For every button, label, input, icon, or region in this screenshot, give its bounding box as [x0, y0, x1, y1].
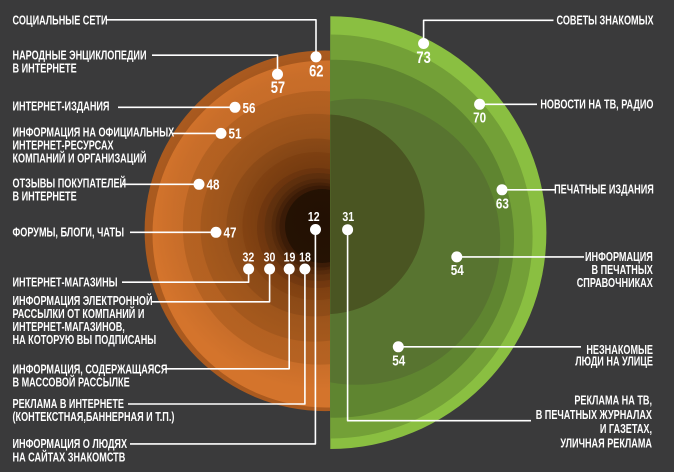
svg-text:И ГАЗЕТАХ,: И ГАЗЕТАХ, — [600, 423, 652, 437]
svg-text:НА САЙТАХ ЗНАКОМСТВ: НА САЙТАХ ЗНАКОМСТВ — [13, 450, 126, 465]
svg-text:НЕЗНАКОМЫЕ: НЕЗНАКОМЫЕ — [586, 344, 653, 358]
svg-text:В ПЕЧАТНЫХ ЖУРНАЛАХ: В ПЕЧАТНЫХ ЖУРНАЛАХ — [536, 408, 653, 422]
svg-text:70: 70 — [473, 109, 486, 126]
svg-text:ИНТЕРНЕТ-ИЗДАНИЯ: ИНТЕРНЕТ-ИЗДАНИЯ — [13, 100, 110, 114]
svg-text:18: 18 — [299, 250, 311, 265]
svg-text:ПЕЧАТНЫЕ ИЗДАНИЯ: ПЕЧАТНЫЕ ИЗДАНИЯ — [554, 183, 654, 197]
svg-text:ЛЮДИ НА УЛИЦЕ: ЛЮДИ НА УЛИЦЕ — [575, 355, 653, 369]
svg-text:НАРОДНЫЕ ЭНЦИКЛОПЕДИИ: НАРОДНЫЕ ЭНЦИКЛОПЕДИИ — [13, 49, 147, 63]
svg-text:РЕКЛАМА НА ТВ,: РЕКЛАМА НА ТВ, — [574, 394, 652, 408]
svg-text:57: 57 — [271, 80, 285, 98]
svg-text:ИНТЕРНЕТ-МАГАЗИНОВ,: ИНТЕРНЕТ-МАГАЗИНОВ, — [13, 320, 125, 334]
svg-text:РАССЫЛКИ ОТ КОМПАНИЙ И: РАССЫЛКИ ОТ КОМПАНИЙ И — [13, 306, 145, 321]
svg-text:54: 54 — [392, 352, 406, 369]
svg-text:(КОНТЕКСТНАЯ,БАННЕРНАЯ И Т.П.): (КОНТЕКСТНАЯ,БАННЕРНАЯ И Т.П.) — [13, 411, 175, 425]
svg-text:31: 31 — [342, 209, 354, 224]
svg-text:ИНФОРМАЦИЯ: ИНФОРМАЦИЯ — [585, 251, 653, 265]
svg-text:56: 56 — [243, 100, 256, 117]
svg-text:РЕКЛАМА В ИНТЕРНЕТЕ: РЕКЛАМА В ИНТЕРНЕТЕ — [13, 398, 125, 412]
svg-text:19: 19 — [284, 250, 296, 265]
svg-text:ФОРУМЫ, БЛОГИ, ЧАТЫ: ФОРУМЫ, БЛОГИ, ЧАТЫ — [13, 226, 125, 240]
svg-text:63: 63 — [496, 195, 509, 212]
svg-text:ИНФОРМАЦИЯ О ЛЮДЯХ: ИНФОРМАЦИЯ О ЛЮДЯХ — [13, 438, 128, 452]
svg-text:73: 73 — [416, 50, 430, 68]
svg-text:32: 32 — [243, 250, 255, 265]
svg-text:В ИНТЕРНЕТЕ: В ИНТЕРНЕТЕ — [13, 62, 78, 76]
svg-text:48: 48 — [207, 176, 220, 193]
svg-text:51: 51 — [229, 125, 242, 142]
svg-text:ИНТЕРНЕТ-МАГАЗИНЫ: ИНТЕРНЕТ-МАГАЗИНЫ — [13, 276, 118, 290]
svg-text:62: 62 — [309, 63, 323, 81]
svg-text:В МАССОВОЙ РАССЫЛКЕ: В МАССОВОЙ РАССЫЛКЕ — [13, 375, 131, 390]
svg-text:54: 54 — [451, 262, 465, 279]
svg-text:УЛИЧНАЯ РЕКЛАМА: УЛИЧНАЯ РЕКЛАМА — [560, 437, 652, 451]
svg-text:СОЦИАЛЬНЫЕ СЕТИ: СОЦИАЛЬНЫЕ СЕТИ — [13, 14, 108, 28]
svg-text:47: 47 — [224, 224, 237, 241]
svg-text:СОВЕТЫ ЗНАКОМЫХ: СОВЕТЫ ЗНАКОМЫХ — [557, 14, 654, 28]
svg-text:30: 30 — [264, 250, 276, 265]
svg-text:ИНТЕРНЕТ-РЕСУРСАХ: ИНТЕРНЕТ-РЕСУРСАХ — [13, 139, 115, 153]
svg-text:ИНФОРМАЦИЯ, СОДЕРЖАЩАЯСЯ: ИНФОРМАЦИЯ, СОДЕРЖАЩАЯСЯ — [13, 363, 168, 377]
svg-text:В ПЕЧАТНЫХ: В ПЕЧАТНЫХ — [591, 264, 653, 278]
svg-text:ОТЗЫВЫ ПОКУПАТЕЛЕЙ: ОТЗЫВЫ ПОКУПАТЕЛЕЙ — [13, 176, 127, 191]
svg-text:12: 12 — [308, 209, 320, 224]
svg-text:В ИНТЕРНЕТЕ: В ИНТЕРНЕТЕ — [13, 190, 78, 204]
svg-text:КОМПАНИЙ И ОРГАНИЗАЦИЙ: КОМПАНИЙ И ОРГАНИЗАЦИЙ — [13, 151, 147, 166]
svg-text:СПРАВОЧНИКАХ: СПРАВОЧНИКАХ — [577, 277, 653, 291]
svg-text:ИНФОРМАЦИЯ НА ОФИЦИАЛЬНЫХ: ИНФОРМАЦИЯ НА ОФИЦИАЛЬНЫХ — [13, 126, 175, 140]
svg-text:ИНФОРМАЦИЯ ЭЛЕКТРОННОЙ: ИНФОРМАЦИЯ ЭЛЕКТРОННОЙ — [13, 293, 153, 308]
svg-text:НОВОСТИ НА ТВ, РАДИО: НОВОСТИ НА ТВ, РАДИО — [540, 98, 653, 112]
svg-text:НА КОТОРУЮ ВЫ ПОДПИСАНЫ: НА КОТОРУЮ ВЫ ПОДПИСАНЫ — [13, 333, 157, 347]
